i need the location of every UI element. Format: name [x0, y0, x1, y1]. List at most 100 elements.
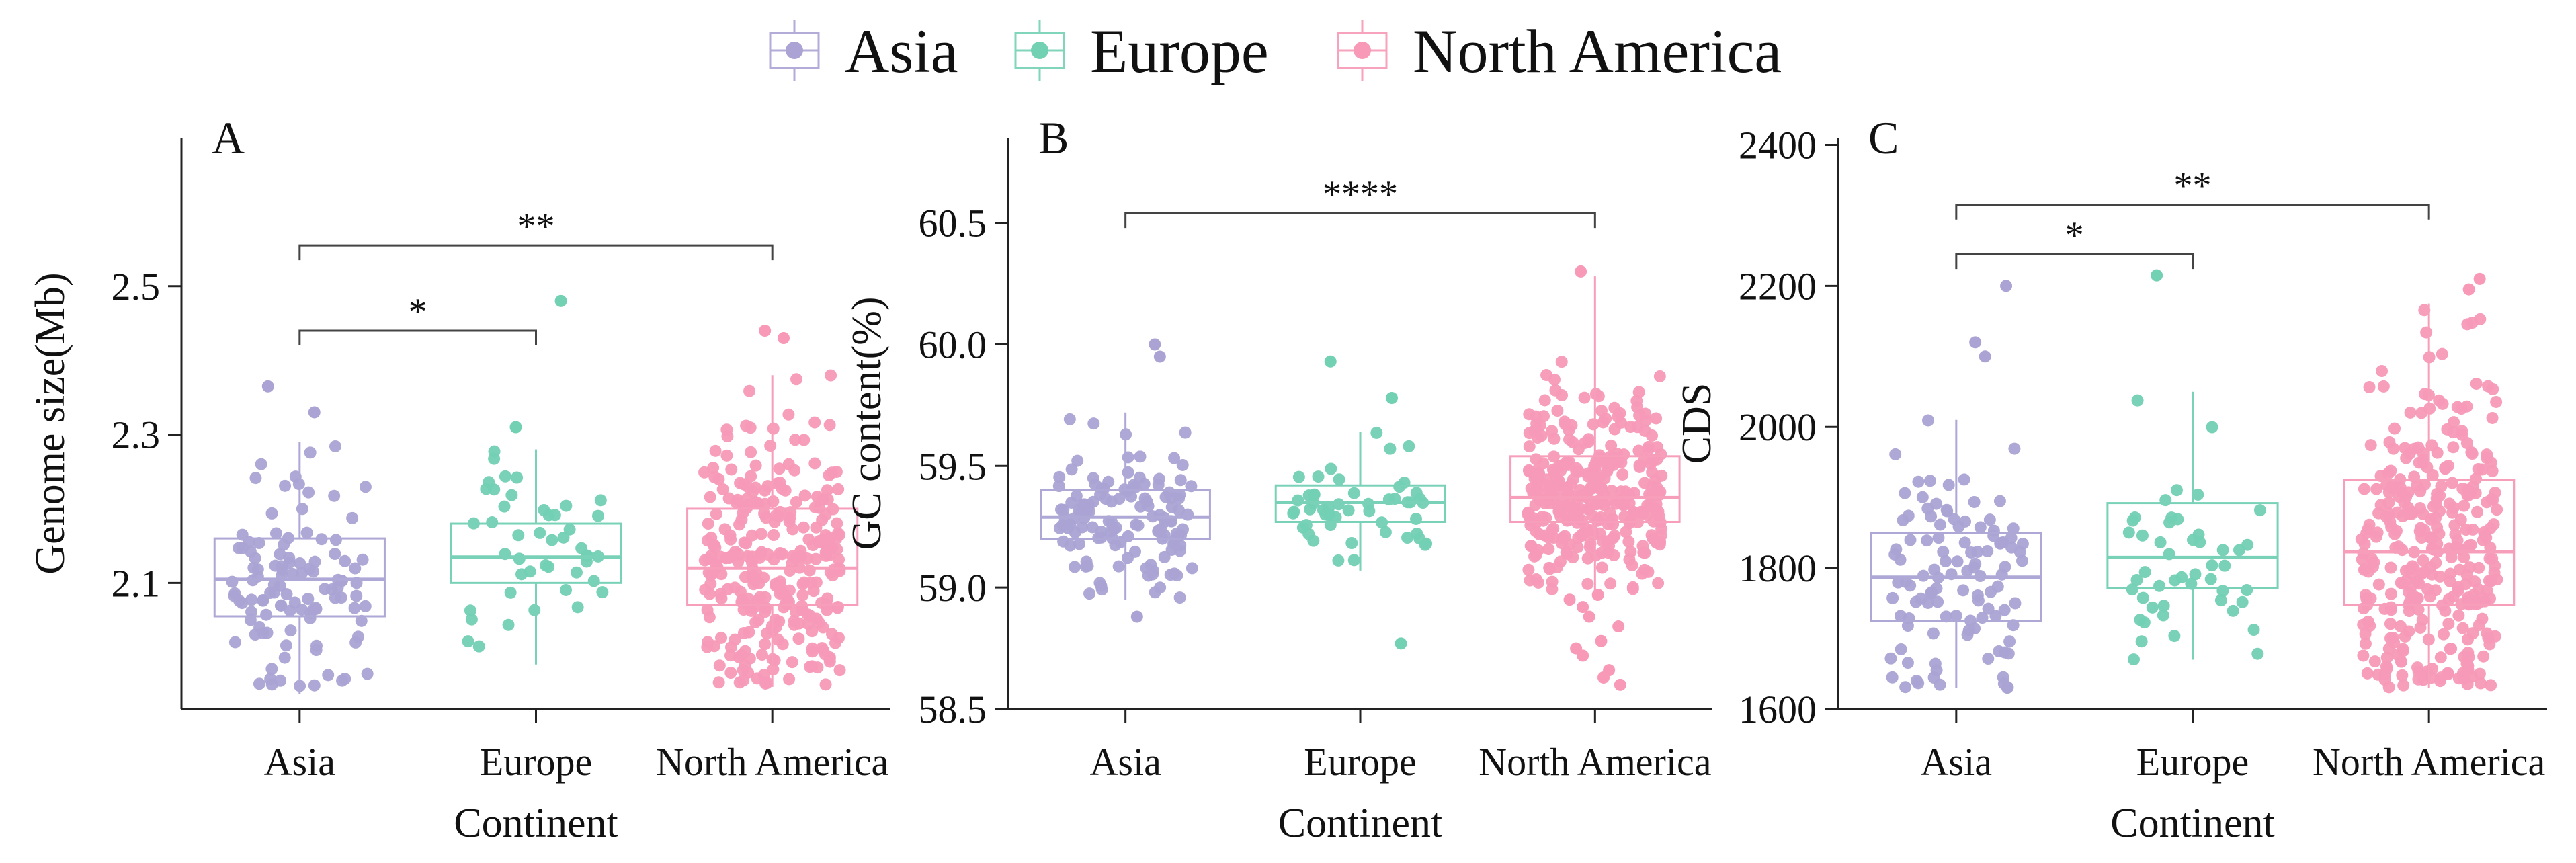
data-point [833, 664, 846, 677]
data-point [1292, 470, 1305, 483]
data-point [2384, 601, 2397, 614]
data-point [2411, 592, 2423, 605]
data-point [786, 656, 798, 669]
data-point [718, 523, 731, 536]
x-axis-title: Continent [2110, 800, 2275, 846]
data-point [2395, 655, 2407, 668]
data-point [706, 567, 719, 580]
data-point [2394, 620, 2407, 632]
data-point [1567, 509, 1579, 522]
outlier-point [1130, 610, 1143, 623]
data-point [740, 537, 753, 550]
data-point [2171, 513, 2184, 526]
data-point [2460, 569, 2473, 581]
data-point [1129, 481, 1142, 494]
data-point [2481, 584, 2493, 597]
data-point [1528, 486, 1541, 499]
data-point [1982, 653, 1995, 665]
data-point [2458, 651, 2470, 663]
data-point [1605, 439, 1618, 452]
data-point [294, 557, 306, 569]
data-point [2471, 505, 2484, 518]
data-point [329, 548, 341, 561]
data-point [1555, 356, 1568, 368]
data-point [548, 509, 561, 522]
x-tick-label: North America [1479, 740, 1711, 784]
data-point [1095, 583, 1108, 596]
data-point [1648, 533, 1661, 546]
x-tick-label: Europe [2136, 740, 2249, 784]
bracket-line [1955, 253, 2194, 270]
data-point [524, 565, 536, 578]
outlier-point [554, 294, 567, 307]
outlier-point [1979, 350, 1991, 363]
data-point [1607, 532, 1620, 544]
data-point [761, 480, 774, 493]
data-point [1540, 473, 1553, 486]
data-point [1549, 384, 1562, 397]
data-point [2397, 643, 2409, 655]
data-point [2154, 536, 2167, 548]
data-point [1608, 423, 1621, 436]
data-point [709, 444, 722, 457]
data-point [328, 489, 341, 502]
data-point [2251, 647, 2264, 660]
panel-label: C [1868, 112, 1899, 163]
data-point [296, 567, 308, 579]
data-point [2388, 422, 2401, 435]
data-point [2421, 583, 2434, 595]
data-point [1095, 531, 1108, 544]
data-point [1912, 475, 1925, 488]
data-point [1168, 452, 1181, 464]
data-point [798, 434, 811, 446]
data-point [2192, 488, 2204, 501]
data-point [2418, 478, 2431, 491]
data-point [1894, 610, 1907, 622]
data-point [1892, 576, 1905, 589]
data-point [1584, 538, 1597, 550]
data-point [1345, 537, 1358, 550]
data-point [1095, 482, 1108, 495]
data-point [2442, 667, 2454, 680]
data-point [1546, 463, 1559, 476]
data-point [300, 526, 313, 539]
data-point [792, 632, 805, 645]
data-point [1057, 535, 1070, 548]
box-group-north-america [2343, 272, 2516, 694]
data-point [1940, 503, 1953, 516]
data-point [705, 531, 718, 544]
data-point [348, 602, 361, 614]
data-point [2397, 679, 2410, 692]
data-point [1623, 497, 1636, 509]
data-point [1287, 507, 1300, 520]
data-point [1983, 513, 1996, 526]
data-point [1602, 462, 1614, 475]
data-point [2388, 636, 2401, 649]
data-point [350, 589, 363, 602]
data-point [1572, 465, 1585, 478]
data-point [559, 583, 572, 596]
y-axis-title: Genome size(Mb) [28, 272, 73, 574]
data-point [737, 626, 750, 639]
legend-item-north-america: North America [1337, 17, 1782, 85]
data-point [1159, 491, 1172, 503]
data-point [1927, 627, 1940, 640]
data-point [2384, 618, 2397, 630]
data-point [2384, 587, 2397, 600]
data-point [1929, 657, 1942, 670]
data-point [236, 597, 249, 610]
data-point [2206, 421, 2218, 434]
box [2343, 479, 2516, 606]
data-point [773, 462, 786, 475]
data-point [540, 559, 552, 572]
data-point [464, 604, 476, 617]
data-point [1535, 429, 1548, 442]
data-point [1542, 543, 1555, 556]
data-point [302, 593, 315, 606]
data-point [1347, 487, 1360, 499]
data-point [498, 500, 511, 513]
data-point [1543, 563, 1556, 575]
data-point [1971, 589, 1984, 602]
data-point [1605, 485, 1618, 497]
